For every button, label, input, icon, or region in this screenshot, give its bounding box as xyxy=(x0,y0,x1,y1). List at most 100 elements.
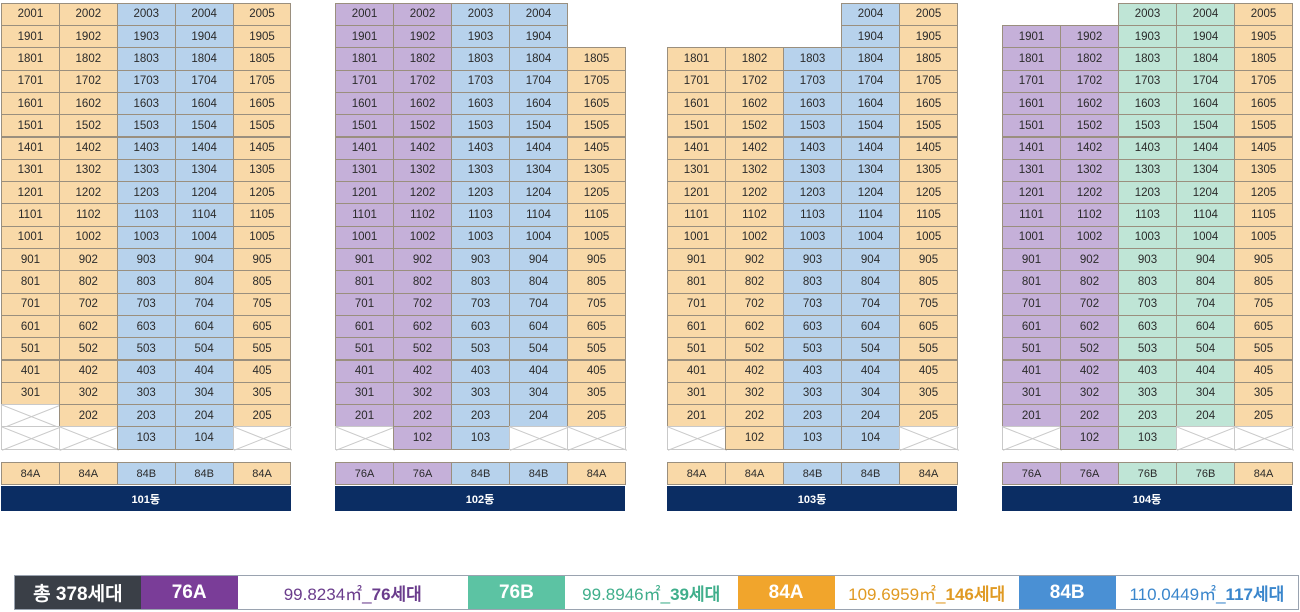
unit-cell: 1404 xyxy=(509,136,568,160)
unit-number: 701 xyxy=(686,298,707,311)
unit-cell: 1705 xyxy=(232,69,292,93)
unit-cell: 1903 xyxy=(451,25,510,49)
unit-number: 901 xyxy=(354,253,375,266)
unit-cell: 1201 xyxy=(1,181,60,205)
unit-cell: 201 xyxy=(335,404,394,428)
unit-cell: 1205 xyxy=(567,181,626,205)
unit-number: 703 xyxy=(136,298,156,311)
unit-number: 1002 xyxy=(741,231,768,244)
unit-number: 1904 xyxy=(525,30,552,43)
legend-badge-84a: 84A xyxy=(737,576,835,609)
unit-number: 401 xyxy=(20,365,41,378)
unit-number: 1505 xyxy=(583,119,610,132)
legend-area-76a: 99.8234㎡_ xyxy=(283,585,372,604)
unit-type-label: 84A xyxy=(232,462,292,485)
unit-number: 1502 xyxy=(1076,119,1103,132)
unit-cell: 502 xyxy=(393,337,452,361)
unit-cell: 804 xyxy=(841,270,900,294)
unit-number: 803 xyxy=(470,275,491,288)
unit-cell: 203 xyxy=(116,404,176,428)
unit-number: 705 xyxy=(1253,298,1274,311)
unit-cell: 1901 xyxy=(1002,25,1061,49)
unit-number: 1202 xyxy=(409,186,436,199)
unit-cell: 1202 xyxy=(1060,181,1119,205)
unit-cell: 1704 xyxy=(174,69,234,93)
unit-number: 603 xyxy=(802,320,823,333)
unit-number: 1402 xyxy=(741,142,768,155)
unit-cell: 201 xyxy=(667,404,726,428)
legend-badge-76a: 76A xyxy=(140,576,238,609)
unit-number: 805 xyxy=(586,275,607,288)
unit-cell: 104 xyxy=(174,426,234,450)
empty-unit-cell xyxy=(335,426,395,451)
unit-number: 1201 xyxy=(1018,186,1045,199)
unit-number: 1805 xyxy=(1250,52,1277,65)
unit-number: 205 xyxy=(1253,409,1274,422)
unit-cell: 1301 xyxy=(335,158,394,183)
unit-cell: 802 xyxy=(393,270,452,294)
unit-number: 1503 xyxy=(1134,119,1161,132)
unit-cell: 1403 xyxy=(116,136,176,160)
unit-cell: 404 xyxy=(1176,359,1235,383)
unit-cell: 603 xyxy=(116,314,176,339)
unit-cell: 1104 xyxy=(174,203,234,227)
unit-cell: 1601 xyxy=(335,91,394,116)
unit-number: 1405 xyxy=(249,142,275,155)
unit-cell: 1201 xyxy=(335,181,394,205)
unit-number: 1002 xyxy=(75,231,102,244)
unit-number: 305 xyxy=(918,387,939,400)
unit-number: 801 xyxy=(686,275,707,288)
unit-cell: 1105 xyxy=(232,203,292,227)
unit-number: 301 xyxy=(20,387,41,400)
unit-number: 1305 xyxy=(1250,164,1277,177)
unit-cell: 1002 xyxy=(393,225,452,249)
unit-cell: 204 xyxy=(509,404,568,428)
unit-cell: 1104 xyxy=(841,203,900,227)
unit-type-label: 84B xyxy=(174,462,234,485)
unit-number: 1805 xyxy=(249,52,275,65)
unit-cell: 802 xyxy=(58,270,118,294)
unit-number: 1004 xyxy=(857,231,884,244)
unit-cell: 1601 xyxy=(667,91,726,116)
unit-number: 1304 xyxy=(191,164,217,177)
unit-number: 502 xyxy=(744,342,765,355)
unit-number: 405 xyxy=(1253,365,1274,378)
unit-number: 1905 xyxy=(1250,30,1277,43)
unit-number: 1403 xyxy=(467,142,494,155)
unit-number: 902 xyxy=(744,253,765,266)
unit-cell: 405 xyxy=(232,359,292,383)
unit-number: 1003 xyxy=(467,231,494,244)
unit-number: 1705 xyxy=(249,75,275,88)
unit-number: 605 xyxy=(918,320,939,333)
unit-number: 1405 xyxy=(583,142,610,155)
unit-cell: 1805 xyxy=(232,47,292,71)
unit-cell: 1803 xyxy=(451,47,510,71)
unit-cell: 603 xyxy=(783,314,842,339)
unit-cell: 705 xyxy=(567,292,626,316)
unit-cell: 204 xyxy=(174,404,234,428)
unit-cell: 1704 xyxy=(509,69,568,93)
unit-cell: 1301 xyxy=(667,158,726,183)
unit-cell: 1502 xyxy=(1060,114,1119,138)
unit-number: 401 xyxy=(1021,365,1042,378)
unit-cell: 1101 xyxy=(1002,203,1061,227)
unit-number: 303 xyxy=(802,387,823,400)
unit-cell: 1801 xyxy=(1,47,60,71)
unit-cell: 505 xyxy=(567,337,626,361)
unit-cell: 1902 xyxy=(393,25,452,49)
unit-number: 703 xyxy=(470,298,491,311)
unit-cell: 501 xyxy=(335,337,394,361)
unit-number: 603 xyxy=(470,320,491,333)
unit-number: 501 xyxy=(1021,342,1042,355)
unit-cell: 1904 xyxy=(509,25,568,49)
unit-cell: 205 xyxy=(1234,404,1293,428)
unit-cell: 803 xyxy=(116,270,176,294)
unit-cell: 605 xyxy=(1234,314,1293,339)
unit-cell: 1501 xyxy=(335,114,394,138)
unit-number: 205 xyxy=(586,409,607,422)
unit-cell: 1603 xyxy=(451,91,510,116)
unit-cell: 1701 xyxy=(667,69,726,93)
unit-number: 703 xyxy=(802,298,823,311)
unit-number: 704 xyxy=(1195,298,1216,311)
unit-cell: 801 xyxy=(335,270,394,294)
